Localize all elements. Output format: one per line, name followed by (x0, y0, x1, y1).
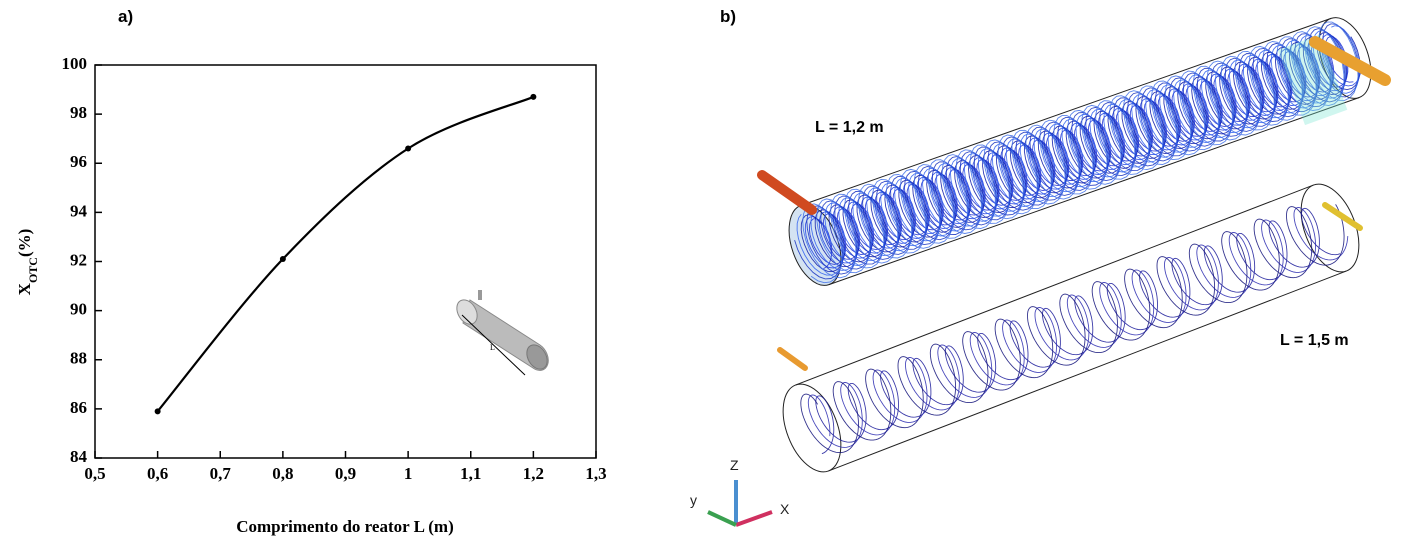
streamline (795, 24, 1359, 279)
y-label-unit: (%) (15, 229, 34, 257)
x-tick-label: 0,9 (335, 464, 356, 483)
streamline (808, 208, 1348, 448)
inlet-pipe (780, 350, 805, 368)
x-tick-label: 0,7 (210, 464, 232, 483)
x-tick-label: 0,5 (84, 464, 105, 483)
x-tick-label: 1,1 (460, 464, 481, 483)
x-tick-label: 0,8 (272, 464, 293, 483)
y-tick-label: 94 (70, 201, 88, 220)
axis-label: y (690, 492, 697, 508)
y-axis-label: XOTC(%) (15, 229, 40, 296)
point (405, 146, 411, 152)
y-tick-label: 86 (70, 398, 87, 417)
x-tick-label: 1 (404, 464, 413, 483)
point (280, 256, 286, 262)
reactor-icon: L (453, 290, 552, 375)
axis-label: X (780, 501, 790, 517)
y-tick-label: 88 (70, 349, 87, 368)
line (158, 97, 534, 411)
page: {"chart_data": {"type": "line", "panel_l… (0, 0, 1405, 544)
simulation-image (762, 11, 1385, 480)
inlet-pipe (762, 175, 812, 210)
y-tick-label: 92 (70, 250, 87, 269)
panel-label: a) (118, 7, 133, 26)
annotation: L = 1,2 m (815, 119, 884, 136)
point (530, 94, 536, 100)
point (155, 408, 161, 414)
y-tick-label: 100 (62, 54, 88, 73)
axis-triad (708, 480, 772, 525)
y-label-subscript: OTC (26, 257, 40, 283)
plot-frame (95, 65, 596, 458)
x-tick-label: 1,3 (585, 464, 606, 483)
y-label-symbol: X (15, 282, 34, 295)
y-tick-label: 90 (70, 300, 87, 319)
x-axis-label: Comprimento do reator L (m) (236, 517, 454, 536)
x-tick-label: 1,2 (523, 464, 544, 483)
axis-label: Z (730, 457, 739, 473)
y-tick-label: 84 (70, 447, 88, 466)
annotation: L = 1,5 m (1280, 332, 1349, 349)
panel-label: b) (720, 7, 736, 26)
figure: a) b) XOTC(%) Comprimento do reator L (m… (0, 0, 1405, 544)
y-tick-label: 96 (70, 152, 87, 171)
x-tick-label: 0,6 (147, 464, 168, 483)
cylinder-end (772, 376, 852, 480)
svg-text:L: L (490, 343, 495, 352)
y-tick-label: 98 (70, 103, 87, 122)
